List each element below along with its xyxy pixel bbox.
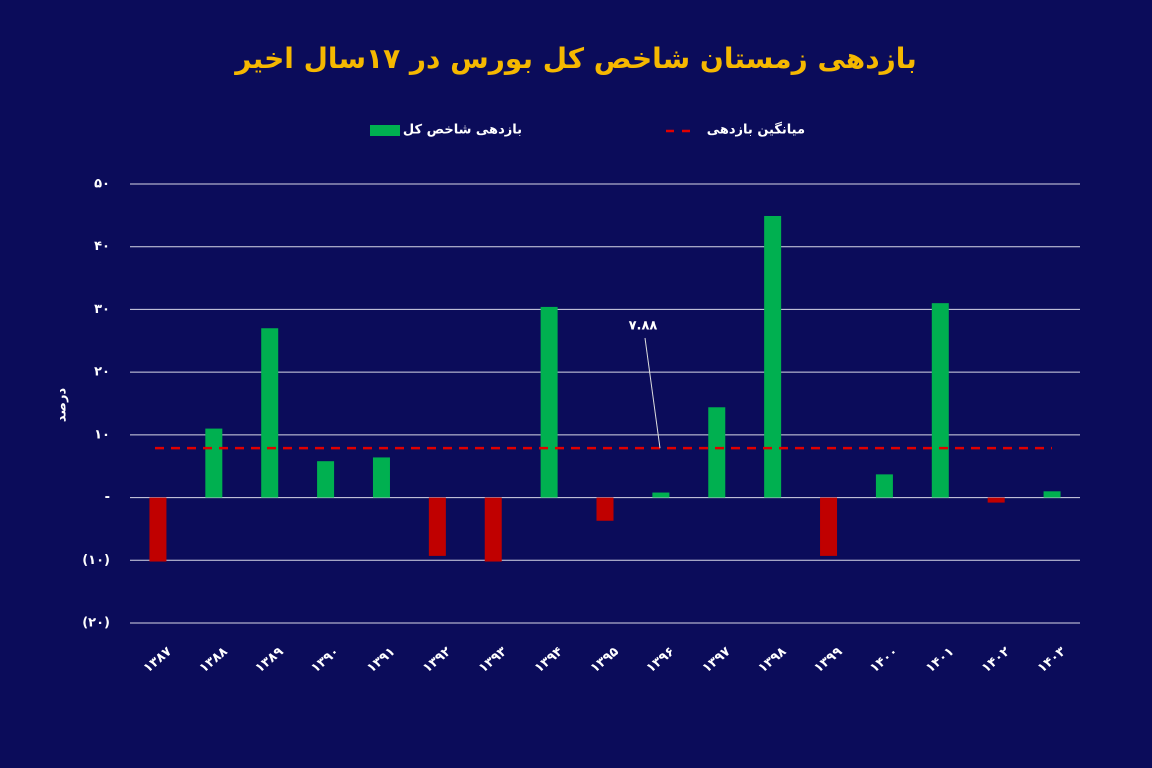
y-tick-label: ۴۰ — [94, 239, 110, 254]
bar — [428, 497, 446, 556]
bar — [708, 407, 726, 498]
bar — [764, 215, 782, 498]
y-tick-label: (۲۰) — [82, 616, 110, 631]
y-tick-label: ۳۰ — [94, 302, 110, 317]
bar — [1043, 491, 1061, 498]
bar — [820, 497, 838, 556]
bar — [875, 474, 893, 498]
y-tick-label: ۵۰ — [94, 177, 110, 192]
average-label: ۷.۸۸ — [629, 319, 658, 334]
bar — [372, 457, 390, 498]
bar — [540, 306, 558, 498]
bar — [484, 497, 502, 562]
y-tick-label: ۲۰ — [94, 365, 110, 380]
bar — [261, 328, 279, 498]
bar — [205, 428, 223, 498]
bar — [317, 461, 335, 498]
bar — [931, 303, 949, 498]
chart-title: بازدهی زمستان شاخص کل بورس در ۱۷سال اخیر — [233, 42, 916, 75]
bar — [149, 497, 167, 562]
y-tick-label: - — [105, 490, 110, 505]
y-axis-label: درصد — [55, 388, 70, 423]
bar — [987, 497, 1005, 503]
legend-swatch — [370, 125, 400, 136]
y-tick-label: ۱۰ — [94, 427, 110, 442]
legend-label: بازدهی شاخص کل — [403, 123, 522, 138]
legend-label: میانگین بازدهی — [707, 122, 805, 138]
bar — [652, 492, 670, 498]
leader-line — [644, 337, 661, 449]
y-tick-label: (۱۰) — [82, 553, 110, 568]
bar — [596, 497, 614, 521]
